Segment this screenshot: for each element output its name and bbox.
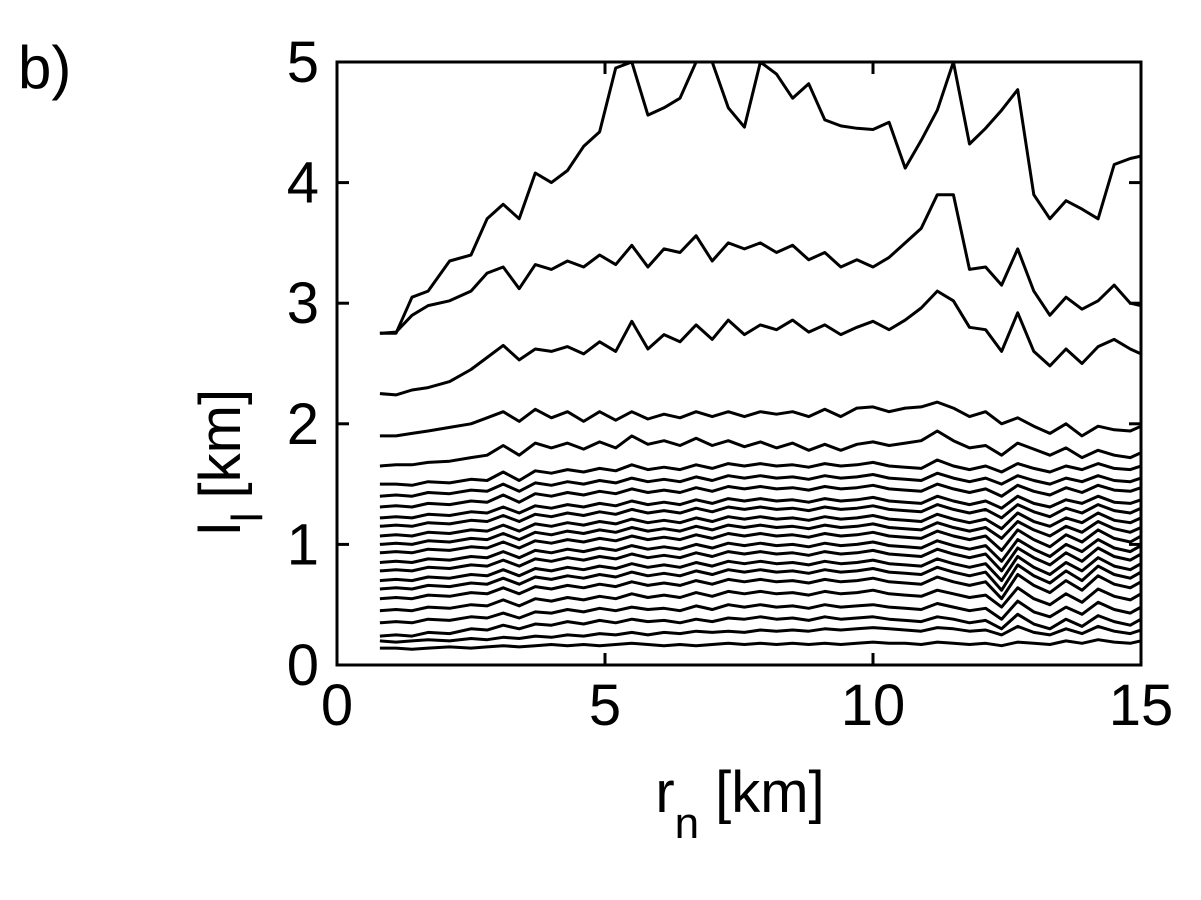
series-line-18: [379, 458, 1141, 487]
axis-ticks: 0 5 10 15 0 1 2 3 4 5: [287, 30, 1174, 738]
x-axis-label: rn [km]: [655, 760, 824, 848]
series-line-21: [379, 289, 1141, 397]
series-line-9: [379, 546, 1141, 573]
series-line-17: [379, 471, 1141, 498]
series-line-3: [379, 612, 1141, 638]
axes-frame: [335, 60, 1143, 667]
series-line-11: [379, 528, 1141, 555]
series-line-8: [379, 555, 1141, 583]
series-line-23: [379, 62, 1141, 335]
series-line-19: [379, 429, 1141, 468]
series-line-14: [379, 503, 1141, 528]
series-line-10: [379, 538, 1141, 564]
series-line-20: [379, 400, 1141, 438]
series-line-2: [379, 624, 1141, 644]
x-axis-label-main: r: [655, 760, 674, 825]
x-tick-label: 10: [841, 673, 906, 738]
y-tick-label: 2: [287, 392, 319, 457]
series-line-5: [379, 586, 1141, 613]
y-tick-label: 0: [287, 633, 319, 698]
y-tick-label: 1: [287, 512, 319, 577]
y-axis-label: ll [km]: [188, 389, 272, 535]
panel-label: b): [18, 34, 71, 101]
y-tick-label: 4: [287, 151, 319, 216]
series-line-4: [379, 599, 1141, 625]
y-axis-label-main: l: [188, 522, 253, 535]
y-tick-label: 5: [287, 30, 319, 95]
series-line-16: [379, 482, 1141, 509]
x-axis-label-sub: n: [675, 799, 699, 848]
y-axis-label-unit: [km]: [188, 389, 253, 499]
series-line-6: [379, 573, 1141, 601]
series-line-13: [379, 511, 1141, 538]
x-axis-label-unit: [km]: [715, 760, 825, 825]
x-tick-label: 15: [1109, 673, 1174, 738]
series-line-7: [379, 563, 1141, 592]
series-line-15: [379, 494, 1141, 520]
y-axis-label-sub: l: [223, 512, 272, 522]
x-tick-label: 0: [321, 673, 353, 738]
y-tick-label: 3: [287, 271, 319, 336]
series-line-12: [379, 520, 1141, 546]
series-line-22: [379, 193, 1141, 335]
x-tick-label: 5: [589, 673, 621, 738]
series-line-1: [379, 638, 1141, 651]
series-lines: [379, 62, 1141, 651]
